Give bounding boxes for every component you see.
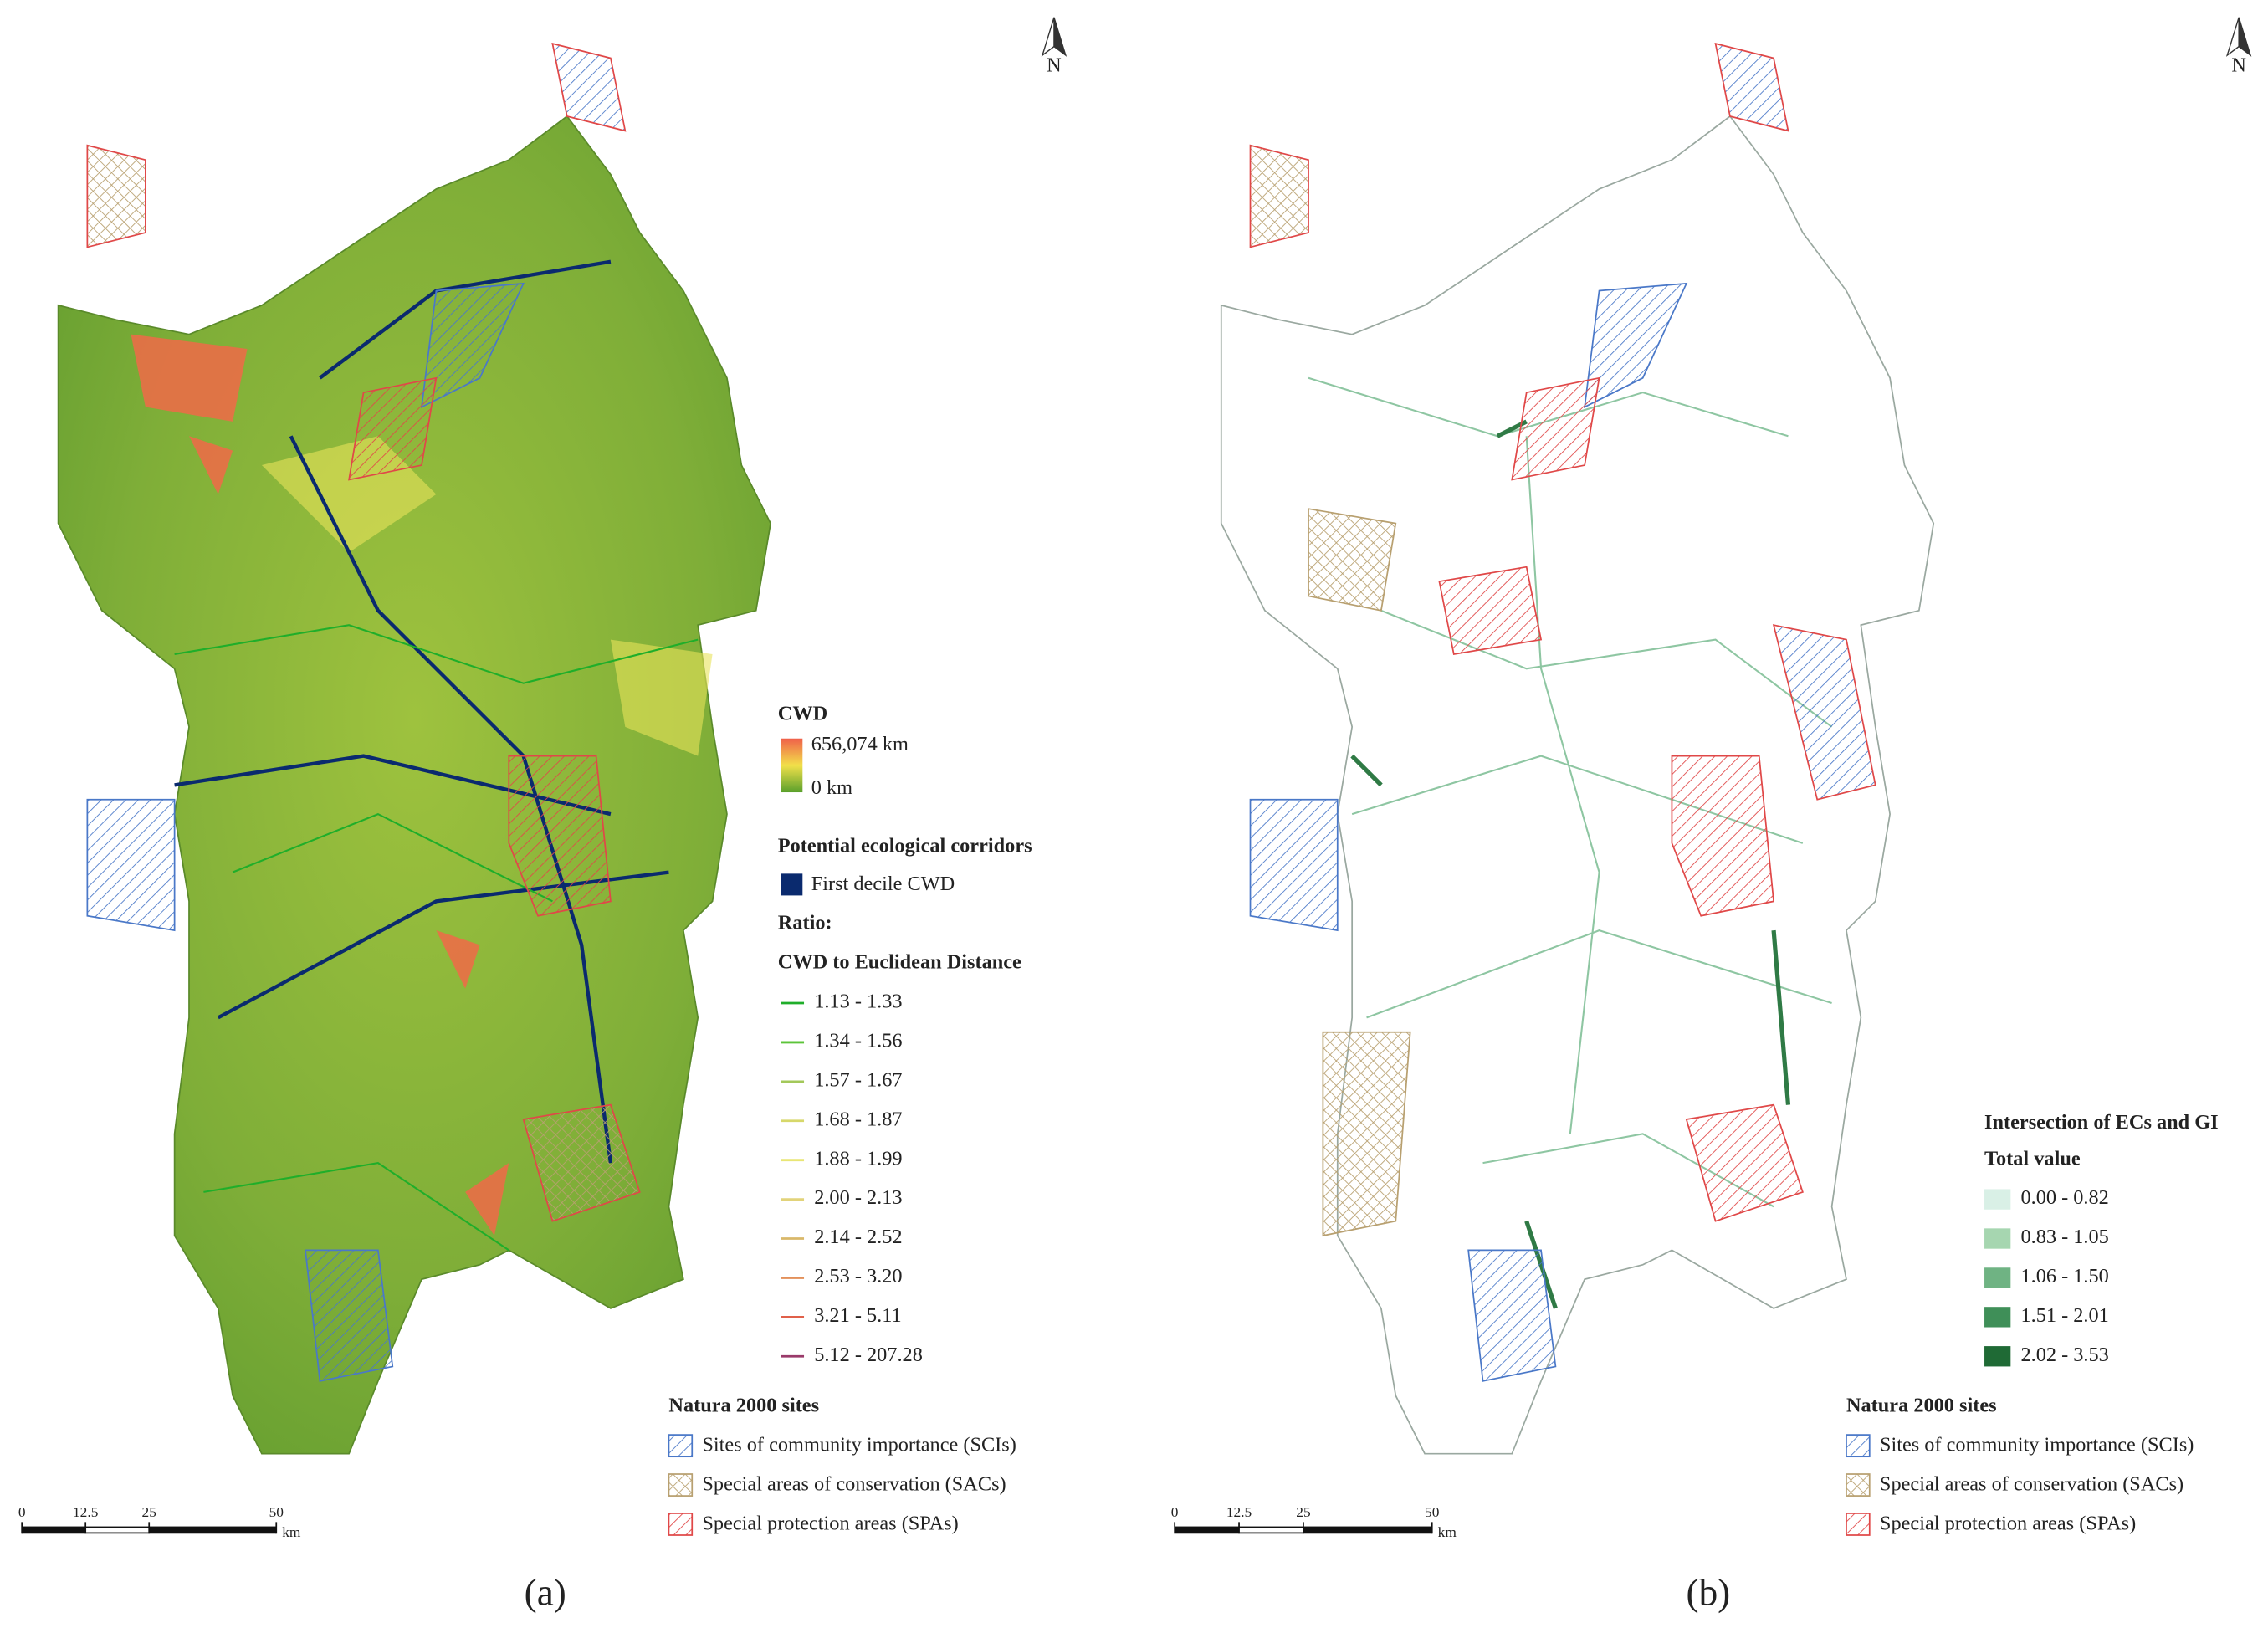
- panel-label: (a): [525, 1571, 566, 1613]
- legend-swatch: [1984, 1267, 2011, 1288]
- scale-label: 50: [1425, 1504, 1440, 1520]
- scale-label: 25: [142, 1504, 156, 1520]
- legend-swatch: [1984, 1307, 2011, 1328]
- north-arrow: [1053, 17, 1067, 57]
- legend-label: First decile CWD: [811, 873, 955, 895]
- legend-title: CWD to Euclidean Distance: [778, 951, 1021, 974]
- legend-label: 1.57 - 1.67: [814, 1068, 902, 1091]
- panel-label: (b): [1687, 1571, 1731, 1613]
- legend-label: Special protection areas (SPAs): [702, 1512, 958, 1534]
- legend-swatch: [1846, 1473, 1871, 1497]
- legend-title: Intersection of ECs and GI: [1984, 1111, 2219, 1134]
- cwd-ramp: [781, 738, 803, 793]
- legend-label: Special protection areas (SPAs): [1880, 1512, 2136, 1534]
- legend-label: 0.00 - 0.82: [2020, 1186, 2108, 1209]
- legend-label: 1.68 - 1.87: [814, 1108, 902, 1130]
- legend-label: Special areas of conservation (SACs): [702, 1472, 1006, 1495]
- legend-label: 656,074 km: [811, 733, 909, 755]
- scale-unit: km: [1438, 1524, 1457, 1540]
- north-arrow-outline: [2225, 17, 2240, 57]
- legend-title: Total value: [1984, 1147, 2081, 1170]
- legend-title: Natura 2000 sites: [668, 1395, 819, 1417]
- legend-label: 2.00 - 2.13: [814, 1186, 902, 1209]
- legend-label: 0.83 - 1.05: [2020, 1226, 2108, 1248]
- legend-title: CWD: [778, 703, 827, 725]
- scale-seg: [85, 1528, 150, 1533]
- legend-title: Natura 2000 sites: [1846, 1395, 1997, 1417]
- map-b: [1220, 42, 1935, 1455]
- legend-label: Special areas of conservation (SACs): [1880, 1472, 2184, 1495]
- legend-title: Ratio:: [778, 912, 832, 934]
- legend-swatch: [668, 1513, 694, 1536]
- legend-label: 0 km: [811, 776, 852, 799]
- scale-label: 25: [1296, 1504, 1310, 1520]
- legend-label: 2.02 - 3.53: [2020, 1344, 2108, 1366]
- legend-swatch: [1984, 1189, 2011, 1210]
- scale-label: 50: [269, 1504, 284, 1520]
- legend-swatch: [668, 1473, 694, 1497]
- legend-label: 5.12 - 207.28: [814, 1344, 923, 1366]
- legend-label: 1.34 - 1.56: [814, 1030, 902, 1052]
- legend-label: 1.88 - 1.99: [814, 1147, 902, 1170]
- legend-swatch: [781, 873, 803, 896]
- scale-label: 12.5: [1226, 1504, 1252, 1520]
- legend-swatch: [668, 1434, 694, 1458]
- legend-label: 1.13 - 1.33: [814, 991, 902, 1013]
- north-arrow: [2238, 17, 2252, 57]
- legend-label: 3.21 - 5.11: [814, 1304, 901, 1327]
- legend-title: Potential ecological corridors: [778, 835, 1032, 858]
- legend-swatch: [1984, 1228, 2011, 1249]
- legend-label: Sites of community importance (SCIs): [1880, 1434, 2194, 1456]
- scale-unit: km: [282, 1524, 301, 1540]
- north-label: N: [2231, 54, 2246, 77]
- north-arrow-outline: [1041, 17, 1055, 57]
- legend-swatch: [1846, 1434, 1871, 1458]
- legend-label: Sites of community importance (SCIs): [702, 1434, 1016, 1456]
- north-label: N: [1047, 54, 1062, 77]
- legend-swatch: [1984, 1346, 2011, 1367]
- legend-swatch: [1846, 1513, 1871, 1536]
- legend-label: 1.51 - 2.01: [2020, 1304, 2108, 1327]
- map-a: [57, 42, 771, 1455]
- scale-label: 12.5: [73, 1504, 98, 1520]
- legend-label: 1.06 - 1.50: [2020, 1265, 2108, 1288]
- legend-label: 2.53 - 3.20: [814, 1265, 902, 1288]
- scale-label: 0: [1171, 1504, 1179, 1520]
- legend-label: 2.14 - 2.52: [814, 1226, 902, 1248]
- scale-label: 0: [18, 1504, 26, 1520]
- scale-seg: [1239, 1528, 1303, 1533]
